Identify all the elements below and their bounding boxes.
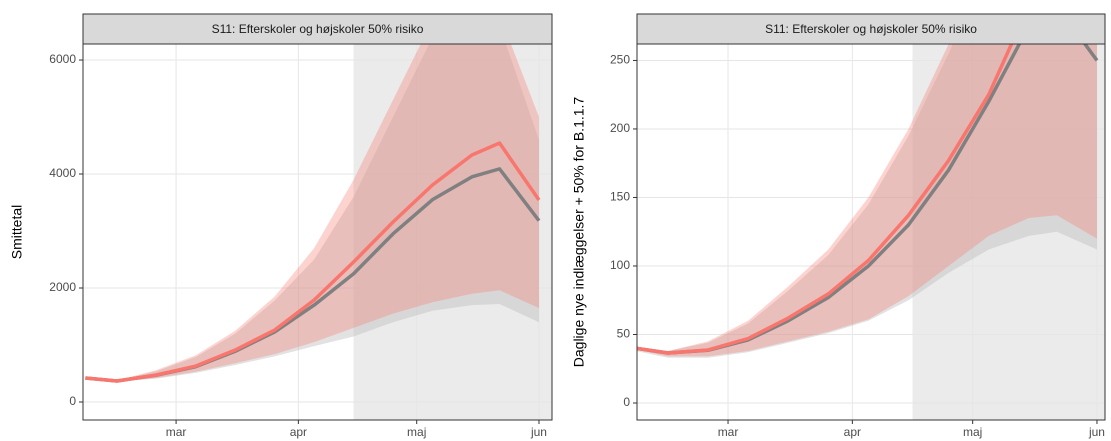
ribbon bbox=[637, 44, 1097, 357]
strip-title: S11: Efterskoler og højskoler 50% risiko bbox=[765, 22, 977, 36]
ribbon bbox=[85, 44, 539, 382]
y-tick-label: 0 bbox=[623, 395, 630, 409]
x-tick-label: mar bbox=[718, 425, 739, 439]
y-tick-label: 100 bbox=[610, 258, 630, 272]
x-tick-label: maj bbox=[407, 425, 426, 439]
x-tick-label: apr bbox=[844, 425, 861, 439]
y-tick-label: 0 bbox=[69, 394, 76, 408]
forecast-shade bbox=[353, 44, 552, 420]
strip-title: S11: Efterskoler og højskoler 50% risiko bbox=[212, 22, 424, 36]
y-tick-label: 150 bbox=[610, 190, 630, 204]
x-tick-label: jun bbox=[530, 425, 547, 439]
ribbon bbox=[85, 44, 539, 382]
y-tick-label: 250 bbox=[610, 53, 630, 67]
line bbox=[85, 141, 541, 383]
y-axis-label: Daglige nye indlæggelser + 50% for B.1.1… bbox=[571, 97, 587, 368]
x-tick-label: apr bbox=[290, 425, 307, 439]
x-tick-label: jun bbox=[1088, 425, 1105, 439]
plot-area bbox=[83, 44, 552, 420]
x-tick-label: mar bbox=[166, 425, 187, 439]
y-tick-label: 6000 bbox=[49, 52, 76, 66]
y-tick-label: 200 bbox=[610, 121, 630, 135]
forecast-shade bbox=[912, 44, 1105, 420]
y-tick-label: 4000 bbox=[49, 166, 76, 180]
y-tick-label: 2000 bbox=[49, 280, 76, 294]
strip bbox=[636, 13, 1106, 45]
x-tick-label: maj bbox=[963, 425, 982, 439]
y-axis-label: Smittetal bbox=[9, 205, 25, 259]
strip bbox=[82, 13, 553, 45]
line bbox=[637, 44, 1014, 355]
plot-area bbox=[637, 44, 1105, 420]
ribbon bbox=[637, 44, 1097, 358]
y-tick-label: 50 bbox=[617, 327, 631, 341]
